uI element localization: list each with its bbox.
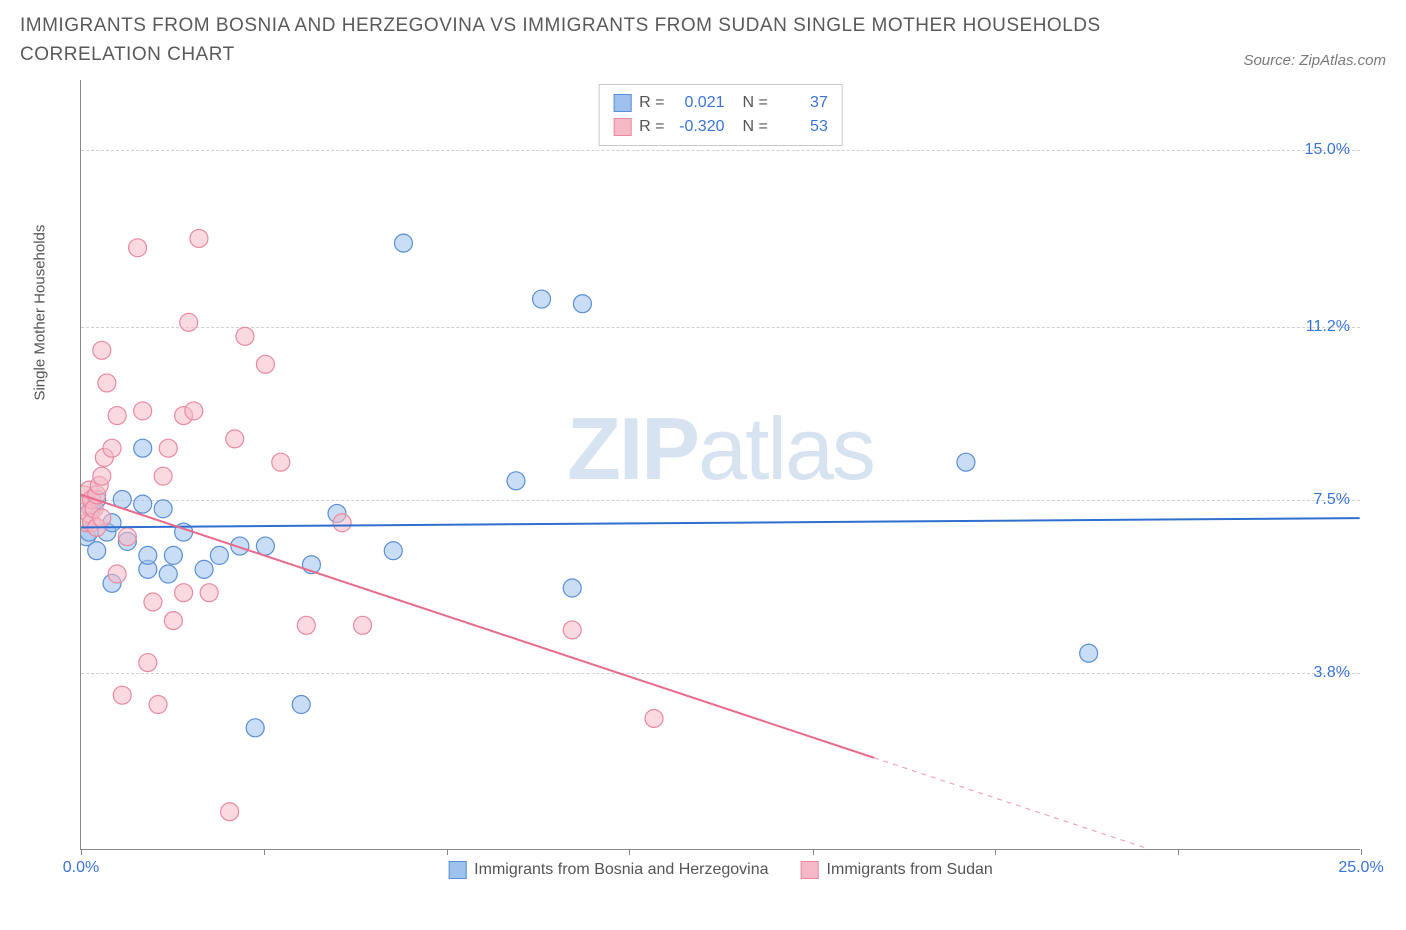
n-label: N = — [743, 91, 768, 115]
r-value-1: -0.320 — [673, 115, 725, 139]
scatter-point — [154, 467, 172, 485]
scatter-point — [563, 621, 581, 639]
swatch-series-1-bottom — [801, 861, 819, 879]
scatter-point — [195, 560, 213, 578]
scatter-point — [98, 374, 116, 392]
legend-label-1: Immigrants from Sudan — [827, 861, 993, 879]
scatter-point — [139, 546, 157, 564]
regression-line-dashed — [874, 758, 1149, 849]
scatter-point — [93, 467, 111, 485]
scatter-point — [134, 495, 152, 513]
swatch-series-1 — [613, 118, 631, 136]
scatter-point — [226, 430, 244, 448]
scatter-point — [129, 239, 147, 257]
xtick — [995, 849, 996, 855]
scatter-point — [159, 565, 177, 583]
scatter-point — [159, 439, 177, 457]
scatter-point — [256, 537, 274, 555]
scatter-point — [210, 546, 228, 564]
scatter-point — [118, 528, 136, 546]
y-axis-label: Single Mother Households — [32, 225, 49, 401]
legend-bottom: Immigrants from Bosnia and Herzegovina I… — [448, 861, 993, 879]
scatter-point — [246, 719, 264, 737]
scatter-point — [113, 686, 131, 704]
scatter-point — [108, 565, 126, 583]
plot-area: ZIPatlas R = 0.021 N = 37 R = -0.320 N =… — [80, 80, 1360, 850]
legend-stats-row-0: R = 0.021 N = 37 — [613, 91, 828, 115]
legend-item-1: Immigrants from Sudan — [801, 861, 993, 879]
xtick — [813, 849, 814, 855]
xtick — [447, 849, 448, 855]
scatter-point — [93, 509, 111, 527]
scatter-point — [573, 295, 591, 313]
legend-label-0: Immigrants from Bosnia and Herzegovina — [474, 861, 768, 879]
n-value-0: 37 — [776, 91, 828, 115]
scatter-point — [221, 803, 239, 821]
plot-svg — [81, 80, 1360, 849]
scatter-point — [533, 290, 551, 308]
scatter-point — [103, 439, 121, 457]
chart-header: IMMIGRANTS FROM BOSNIA AND HERZEGOVINA V… — [0, 0, 1406, 77]
xtick — [81, 849, 82, 855]
xtick — [1361, 849, 1362, 855]
scatter-point — [149, 696, 167, 714]
scatter-point — [134, 402, 152, 420]
legend-item-0: Immigrants from Bosnia and Herzegovina — [448, 861, 768, 879]
swatch-series-0 — [613, 94, 631, 112]
r-label: R = — [639, 91, 664, 115]
legend-stats: R = 0.021 N = 37 R = -0.320 N = 53 — [598, 84, 843, 146]
scatter-point — [957, 453, 975, 471]
scatter-point — [354, 616, 372, 634]
scatter-point — [384, 542, 402, 560]
scatter-point — [272, 453, 290, 471]
scatter-point — [93, 341, 111, 359]
scatter-point — [164, 546, 182, 564]
regression-line — [81, 495, 874, 758]
scatter-point — [180, 313, 198, 331]
scatter-point — [394, 234, 412, 252]
scatter-point — [236, 327, 254, 345]
xtick-label: 0.0% — [63, 859, 99, 877]
xtick — [264, 849, 265, 855]
scatter-point — [88, 542, 106, 560]
scatter-point — [256, 355, 274, 373]
scatter-point — [507, 472, 525, 490]
scatter-point — [563, 579, 581, 597]
xtick-label: 25.0% — [1338, 859, 1383, 877]
scatter-point — [108, 407, 126, 425]
scatter-point — [190, 229, 208, 247]
legend-stats-row-1: R = -0.320 N = 53 — [613, 115, 828, 139]
scatter-point — [200, 584, 218, 602]
regression-line — [81, 518, 1359, 527]
scatter-point — [139, 654, 157, 672]
scatter-point — [164, 612, 182, 630]
xtick — [629, 849, 630, 855]
chart-source: Source: ZipAtlas.com — [1243, 52, 1386, 69]
scatter-point — [645, 710, 663, 728]
chart-title: IMMIGRANTS FROM BOSNIA AND HERZEGOVINA V… — [20, 12, 1120, 69]
scatter-point — [185, 402, 203, 420]
chart-container: Single Mother Households ZIPatlas R = 0.… — [50, 80, 1380, 880]
scatter-point — [333, 514, 351, 532]
r-label: R = — [639, 115, 664, 139]
xtick — [1178, 849, 1179, 855]
r-value-0: 0.021 — [673, 91, 725, 115]
scatter-point — [1080, 644, 1098, 662]
scatter-point — [154, 500, 172, 518]
n-label: N = — [743, 115, 768, 139]
swatch-series-0-bottom — [448, 861, 466, 879]
scatter-point — [175, 584, 193, 602]
n-value-1: 53 — [776, 115, 828, 139]
scatter-point — [134, 439, 152, 457]
scatter-point — [144, 593, 162, 611]
scatter-point — [297, 616, 315, 634]
scatter-point — [292, 696, 310, 714]
